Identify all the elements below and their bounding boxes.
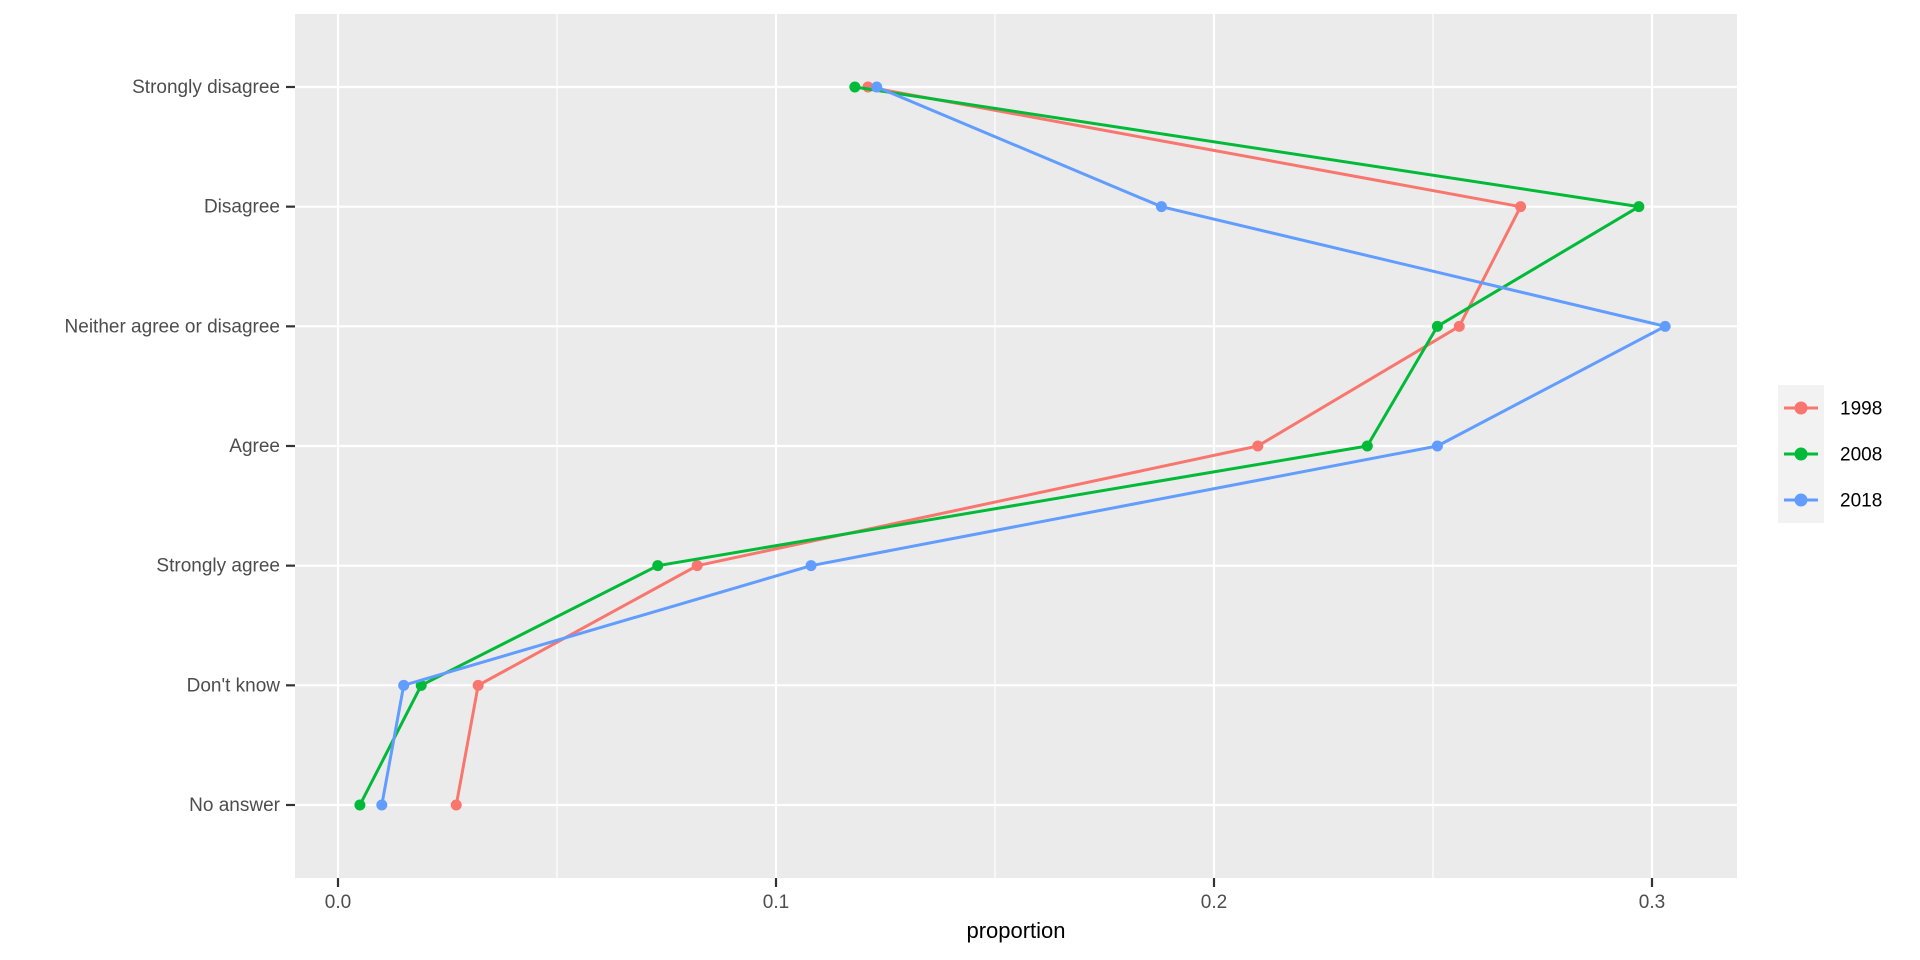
data-point-2018-1 (871, 81, 883, 93)
y-tick-label: Strongly disagree (132, 77, 280, 98)
data-point-2018-5 (805, 560, 817, 572)
y-tick-label: Disagree (204, 197, 280, 218)
legend-key-point-1998 (1794, 401, 1808, 415)
y-tick-label: Neither agree or disagree (65, 316, 280, 337)
data-point-2008-3 (1431, 320, 1443, 332)
data-point-2018-6 (398, 679, 410, 691)
data-point-2008-6 (415, 679, 427, 691)
data-point-2008-7 (354, 799, 366, 811)
data-point-1998-4 (1252, 440, 1264, 452)
data-point-1998-3 (1453, 320, 1465, 332)
x-tick-label: 0.1 (763, 892, 789, 913)
data-point-2008-2 (1633, 201, 1645, 213)
legend-key-point-2018 (1794, 493, 1808, 507)
data-point-1998-5 (691, 560, 703, 572)
data-point-2018-3 (1659, 320, 1671, 332)
data-point-2018-4 (1431, 440, 1443, 452)
x-tick-label: 0.3 (1639, 892, 1665, 913)
legend-label-1998: 1998 (1840, 399, 1882, 420)
legend-key-point-2008 (1794, 447, 1808, 461)
data-point-2008-1 (849, 81, 861, 93)
x-tick-label: 0.0 (325, 892, 351, 913)
data-point-2018-7 (376, 799, 388, 811)
x-axis-title: proportion (966, 918, 1065, 943)
y-tick-label: Strongly agree (156, 556, 280, 577)
y-tick-label: Don't know (187, 675, 281, 696)
data-point-1998-2 (1515, 201, 1527, 213)
data-point-2008-4 (1361, 440, 1373, 452)
legend-label-2008: 2008 (1840, 445, 1882, 466)
x-tick-label: 0.2 (1201, 892, 1227, 913)
legend-label-2018: 2018 (1840, 491, 1882, 512)
data-point-1998-6 (472, 679, 484, 691)
data-point-1998-7 (450, 799, 462, 811)
data-point-2008-5 (652, 560, 664, 572)
y-tick-label: No answer (189, 795, 280, 816)
data-point-2018-2 (1155, 201, 1167, 213)
y-tick-label: Agree (229, 436, 280, 457)
